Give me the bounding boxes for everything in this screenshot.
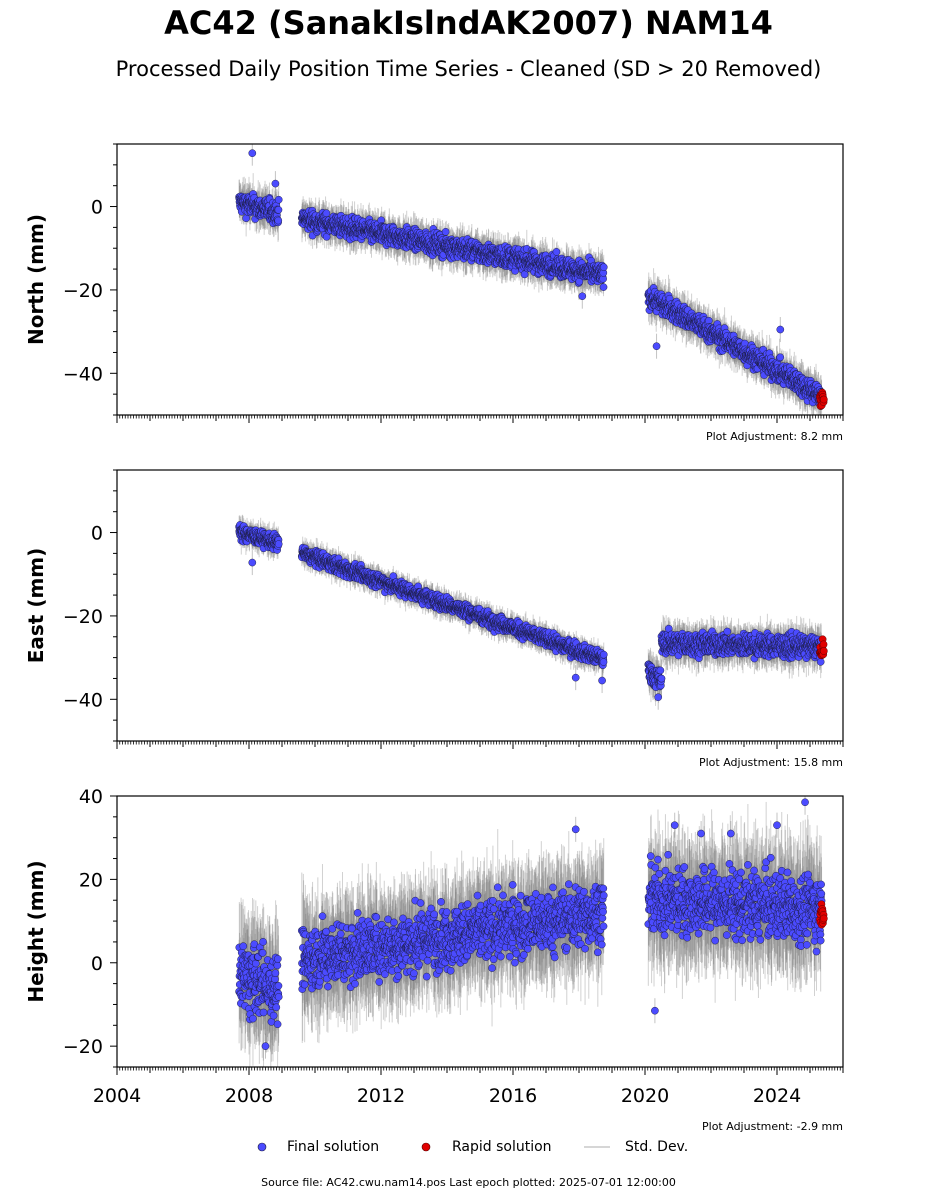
y-tick-label: −40: [63, 363, 103, 385]
north-y-label: North (mm): [24, 214, 48, 345]
chart-title: AC42 (SanakIslndAK2007) NAM14: [164, 4, 773, 42]
final-solution-point: [274, 216, 283, 225]
chart-subtitle: Processed Daily Position Time Series - C…: [115, 57, 822, 81]
y-tick-label: 0: [91, 197, 103, 219]
north-y-axis: 0 −20 −40: [63, 143, 117, 416]
final-solution-point: [599, 263, 608, 271]
north-axes-frame: [116, 143, 844, 416]
north-x-axis: [116, 415, 844, 423]
y-tick-label: −20: [63, 280, 103, 302]
final-solution-point: [520, 270, 529, 279]
final-solution-point: [599, 283, 608, 291]
final-solution-point: [274, 195, 283, 204]
final-solution-point: [248, 149, 257, 157]
north-points: [235, 149, 828, 410]
rapid-solution-point: [820, 395, 828, 404]
final-solution-point: [441, 227, 450, 236]
final-solution-point: [274, 205, 283, 214]
final-solution-point: [322, 209, 331, 218]
final-solution-point: [552, 248, 561, 256]
final-solution-point: [776, 353, 785, 362]
final-solution-point: [652, 342, 661, 351]
final-solution-point: [578, 292, 587, 301]
final-solution-point: [776, 325, 785, 334]
north-stddev-bars: [238, 144, 823, 415]
final-solution-point: [271, 179, 280, 188]
